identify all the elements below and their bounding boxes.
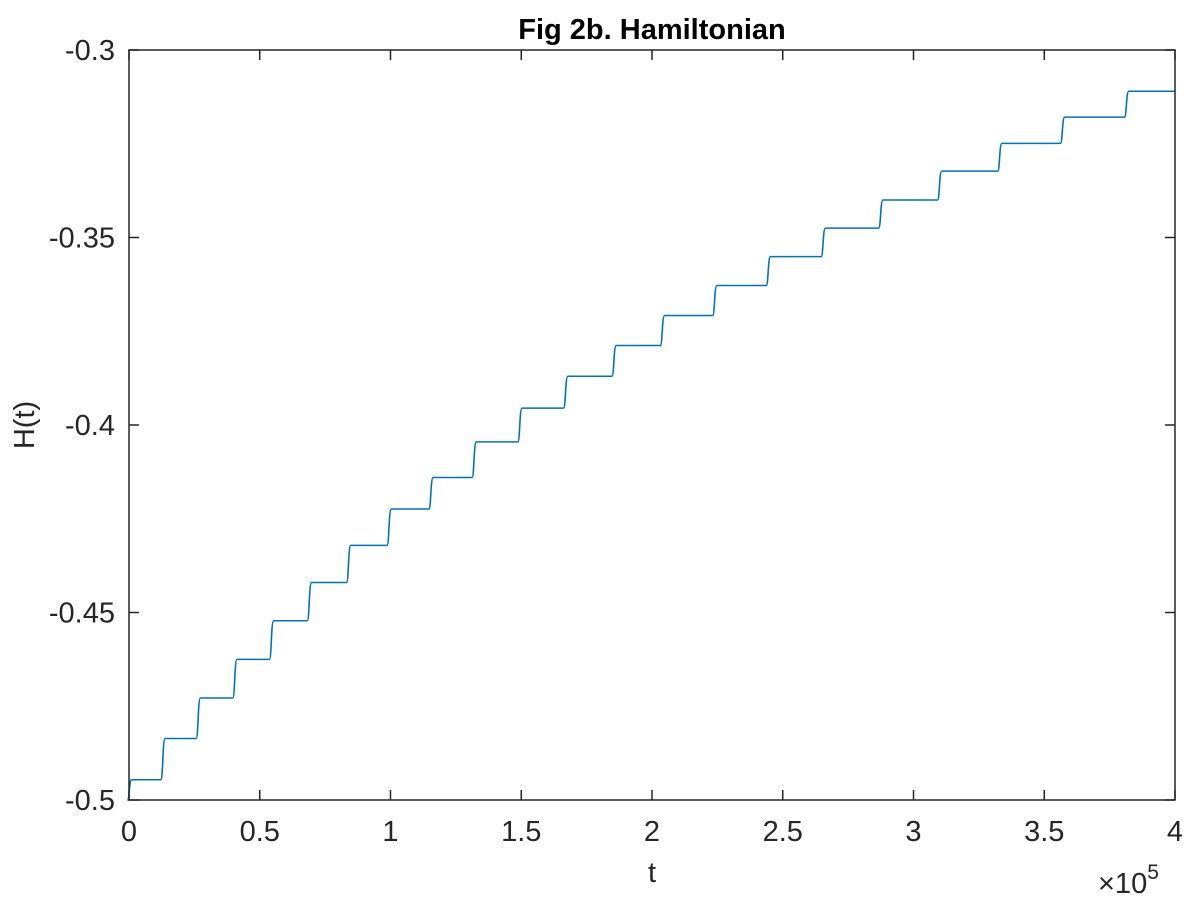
x-exponent-power: 5 bbox=[1147, 861, 1159, 884]
y-tick-labels: -0.5 -0.45 -0.4 -0.35 -0.3 bbox=[49, 35, 115, 817]
plot-area bbox=[129, 50, 1175, 800]
y-tick-label: -0.45 bbox=[49, 598, 115, 630]
x-tick-label: 3.5 bbox=[1024, 816, 1064, 848]
x-tick-label: 1.5 bbox=[501, 816, 541, 848]
series-group bbox=[126, 90, 1175, 801]
x-axis-label: t bbox=[648, 857, 656, 889]
x-tick-label: 0.5 bbox=[240, 816, 280, 848]
x-tick-label: 4 bbox=[1167, 816, 1183, 848]
x-exponent-base: ×10 bbox=[1098, 868, 1147, 900]
x-tick-label: 3 bbox=[905, 816, 921, 848]
x-exponent-label: ×105 bbox=[1098, 861, 1159, 900]
x-tick-label: 1 bbox=[382, 816, 398, 848]
x-tick-label: 2 bbox=[644, 816, 660, 848]
x-tick-label: 0 bbox=[121, 816, 137, 848]
x-tick-labels: 0 0.5 1 1.5 2 2.5 3 3.5 4 bbox=[121, 816, 1183, 848]
x-tick-label: 2.5 bbox=[763, 816, 803, 848]
y-tick-label: -0.3 bbox=[65, 35, 115, 67]
y-tick-label: -0.35 bbox=[49, 223, 115, 255]
y-tick-label: -0.4 bbox=[65, 410, 115, 442]
axes-box bbox=[128, 49, 1176, 801]
y-axis-label: H(t) bbox=[9, 401, 41, 449]
chart-title: Fig 2b. Hamiltonian bbox=[518, 14, 785, 46]
series-line bbox=[126, 90, 1175, 801]
y-tick-label: -0.5 bbox=[65, 785, 115, 817]
